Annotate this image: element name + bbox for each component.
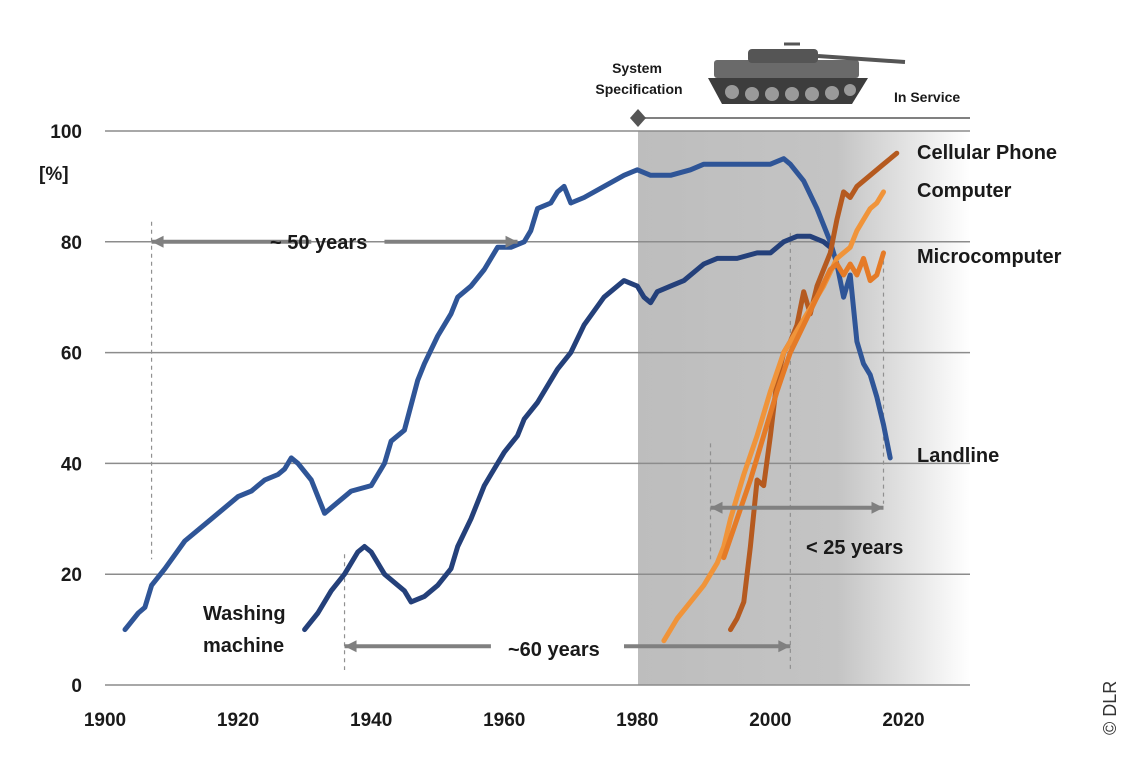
label-landline: Landline <box>917 445 999 467</box>
arrow-twentyfive-years-head-right <box>871 501 884 514</box>
tank-icon <box>708 42 906 104</box>
x-tick-1920: 1920 <box>217 710 259 731</box>
y-tick-80: 80 <box>61 233 82 254</box>
y-tick-20: 20 <box>61 565 82 586</box>
x-tick-1900: 1900 <box>84 710 126 731</box>
y-axis-label: [%] <box>39 164 69 185</box>
series-cellular-phone <box>728 150 900 633</box>
system-spec-diamond <box>630 109 646 127</box>
arrow-sixty-years <box>344 640 791 653</box>
label-microcomputer: Microcomputer <box>917 246 1062 268</box>
arrow-twentyfive-years-head-left <box>710 501 723 514</box>
y-tick-0: 0 <box>71 676 82 697</box>
series-computer <box>661 189 886 644</box>
label-washing: Washing <box>203 603 286 625</box>
series-washing-machine <box>302 233 833 633</box>
arrow-fifty-years <box>151 235 518 248</box>
x-tick-2020: 2020 <box>882 710 924 731</box>
arrow-sixty-years-head-right <box>778 640 791 653</box>
label-computer: Computer <box>917 180 1012 202</box>
series-landline <box>122 156 893 633</box>
copyright-notice: © DLR <box>1100 680 1120 735</box>
series-microcomputer <box>721 250 886 561</box>
label-twentyfive-years: < 25 years <box>806 537 903 559</box>
arrow-fifty-years-head-right <box>505 235 518 248</box>
x-tick-1940: 1940 <box>350 710 392 731</box>
arrow-fifty-years-head-left <box>151 235 164 248</box>
guide-lines <box>150 221 885 670</box>
label-cellular-phone: Cellular Phone <box>917 142 1057 164</box>
x-tick-2000: 2000 <box>749 710 791 731</box>
label-sixty-years: ~60 years <box>508 639 600 661</box>
y-tick-100: 100 <box>50 122 82 143</box>
label-machine: machine <box>203 635 284 657</box>
in-service-label: In Service <box>894 89 960 105</box>
system-spec-label-2: Specification <box>595 81 682 97</box>
arrow-twentyfive-years <box>710 501 884 514</box>
y-tick-40: 40 <box>61 454 82 475</box>
label-fifty-years: ~ 50 years <box>270 232 367 254</box>
y-tick-60: 60 <box>61 344 82 365</box>
x-tick-1980: 1980 <box>616 710 658 731</box>
in-service-shade <box>638 131 970 685</box>
series-lines <box>122 150 900 644</box>
axis-ticks: 0 20 40 60 80 100 1900 1920 1940 1960 1980 2000 2020 <box>50 122 924 731</box>
span-arrows <box>151 235 884 653</box>
x-tick-1960: 1960 <box>483 710 525 731</box>
system-spec-label-1: System <box>612 60 662 76</box>
arrow-sixty-years-head-left <box>344 640 357 653</box>
